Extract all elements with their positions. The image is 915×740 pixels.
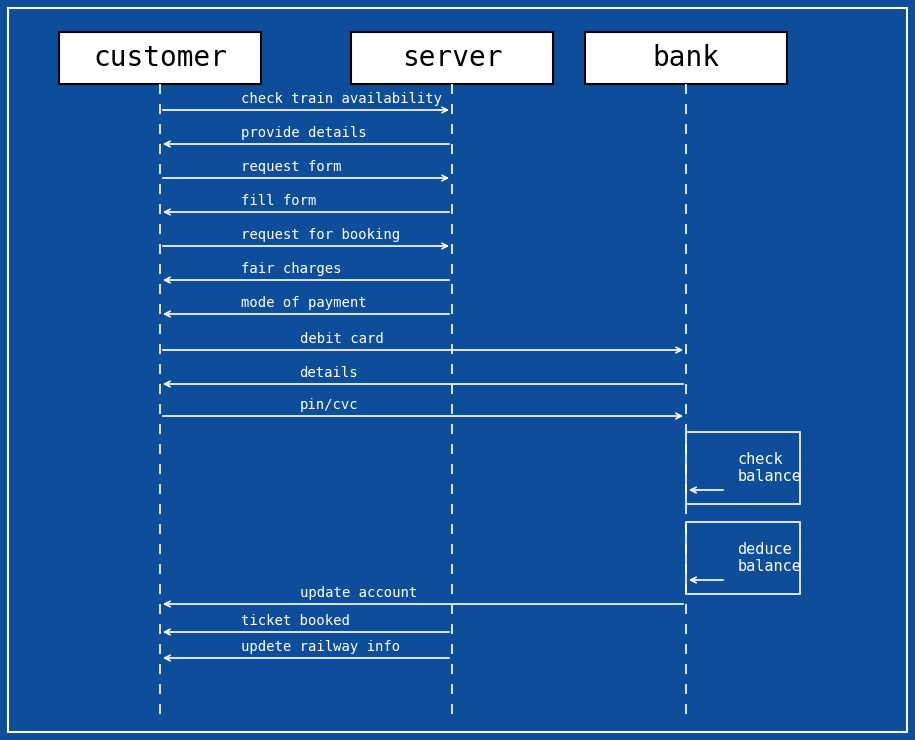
Text: provide details: provide details — [241, 126, 367, 140]
Bar — [585, 32, 787, 84]
Text: fill form: fill form — [241, 194, 317, 208]
Text: update account: update account — [299, 586, 416, 600]
Text: pin/cvc: pin/cvc — [299, 398, 358, 412]
Text: check train availability: check train availability — [241, 92, 442, 106]
Text: fair charges: fair charges — [241, 262, 341, 276]
Text: customer: customer — [93, 44, 227, 72]
Bar — [59, 32, 261, 84]
Text: mode of payment: mode of payment — [241, 296, 367, 310]
Bar — [686, 432, 800, 504]
Text: server: server — [402, 44, 502, 72]
Bar — [351, 32, 553, 84]
Bar — [686, 522, 800, 594]
Text: deduce
balance: deduce balance — [737, 542, 802, 574]
Text: details: details — [299, 366, 358, 380]
Text: debit card: debit card — [299, 332, 383, 346]
Text: request form: request form — [241, 160, 341, 174]
Text: request for booking: request for booking — [241, 228, 400, 242]
Text: ticket booked: ticket booked — [241, 614, 350, 628]
Text: check
balance: check balance — [737, 452, 802, 484]
Text: bank: bank — [652, 44, 719, 72]
Text: updete railway info: updete railway info — [241, 640, 400, 654]
